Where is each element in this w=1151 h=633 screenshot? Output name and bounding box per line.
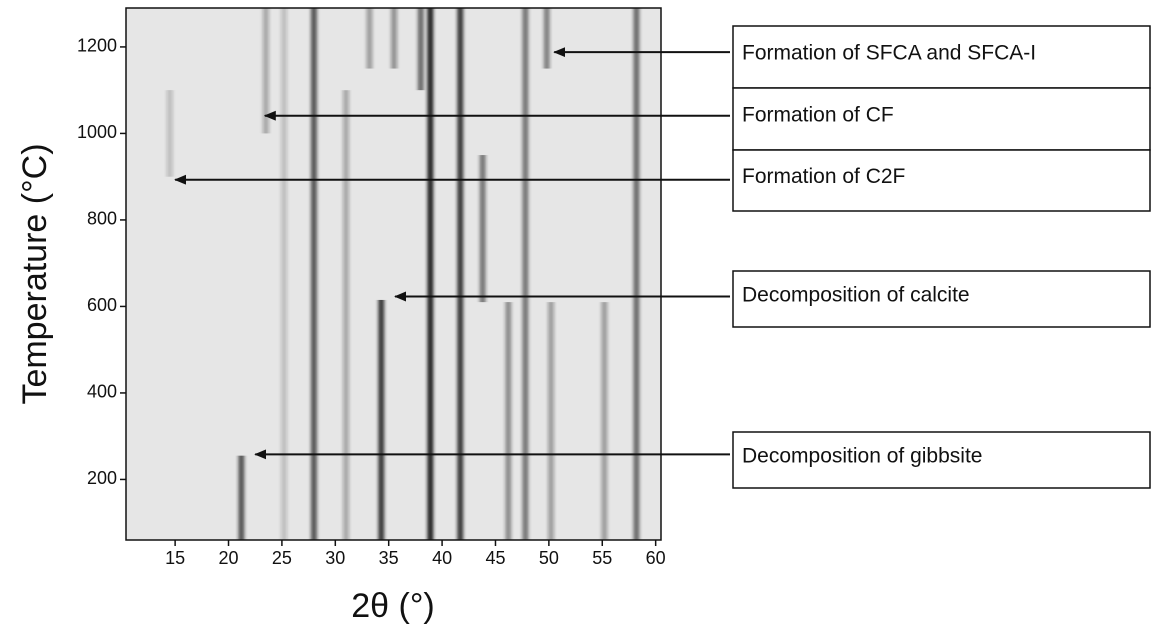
plot-frame xyxy=(125,7,662,541)
peak-streak xyxy=(342,90,349,540)
y-tick-label: 1000 xyxy=(77,122,117,142)
annotation-text: Decomposition of gibbsite xyxy=(742,445,982,468)
annotation-text: Decomposition of calcite xyxy=(742,284,970,307)
annotation-text: Formation of C2F xyxy=(742,165,905,188)
peak-streak xyxy=(522,8,529,540)
x-tick-label: 30 xyxy=(325,548,345,568)
y-axis-title: Temperature (°C) xyxy=(16,143,54,404)
peak-streak xyxy=(548,302,555,540)
peak-streak xyxy=(633,8,640,540)
annotation-box xyxy=(732,270,1151,328)
peak-streak xyxy=(543,8,550,69)
peak-streak xyxy=(457,8,464,540)
peak-streak xyxy=(427,8,434,540)
peaks xyxy=(166,8,640,540)
x-tick-label: 60 xyxy=(646,548,666,568)
peak-streak xyxy=(391,8,398,69)
y-tick-label: 1200 xyxy=(77,36,117,56)
peak-streak xyxy=(166,90,173,177)
y-tick-label: 400 xyxy=(87,382,117,402)
peak-streak xyxy=(505,302,512,540)
annotation-text: Formation of SFCA and SFCA-I xyxy=(742,42,1036,65)
x-tick-label: 40 xyxy=(432,548,452,568)
x-tick-label: 55 xyxy=(592,548,612,568)
y-tick-label: 200 xyxy=(87,468,117,488)
y-tick-label: 600 xyxy=(87,295,117,315)
x-axis-title: 2θ (°) xyxy=(351,587,435,625)
peak-streak xyxy=(238,455,245,540)
x-tick-label: 15 xyxy=(165,548,185,568)
y-tick-label: 800 xyxy=(87,209,117,229)
plot-background xyxy=(126,8,661,540)
peak-streak xyxy=(479,155,486,303)
peak-streak xyxy=(366,8,373,69)
x-tick-label: 45 xyxy=(485,548,505,568)
annotation-box xyxy=(732,87,1151,151)
annotation-text: Formation of CF xyxy=(742,104,894,127)
x-tick-label: 20 xyxy=(218,548,238,568)
peak-streak xyxy=(378,299,385,540)
peak-streak xyxy=(417,8,424,91)
peak-streak xyxy=(601,302,608,540)
annotation-box xyxy=(732,149,1151,212)
x-tick-label: 25 xyxy=(272,548,292,568)
x-tick-label: 35 xyxy=(379,548,399,568)
annotation-box xyxy=(732,25,1151,89)
peak-streak xyxy=(281,8,288,540)
annotation-box xyxy=(732,431,1151,489)
peak-streak xyxy=(262,8,269,134)
peak-streak xyxy=(310,8,317,540)
x-tick-label: 50 xyxy=(539,548,559,568)
